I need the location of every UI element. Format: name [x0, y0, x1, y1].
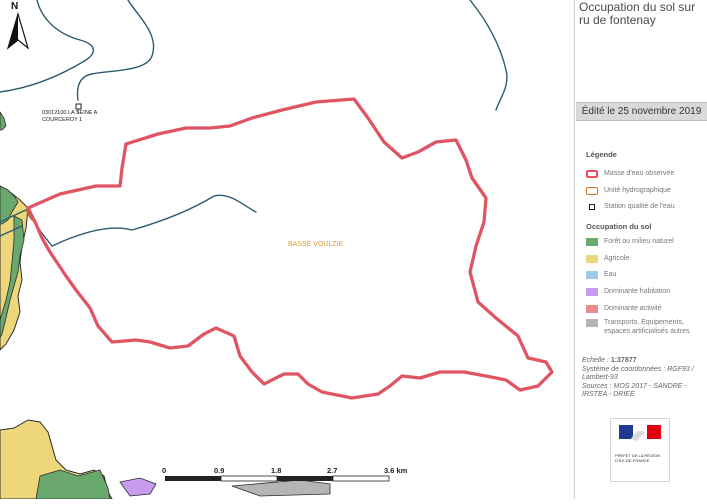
- legend-label: Dominante habitation: [604, 288, 671, 295]
- hydro-unit-boundary: [25, 209, 35, 223]
- legend-label: Eau: [604, 271, 617, 278]
- legend-label: Agricole: [604, 255, 630, 262]
- legend-swatch-water-body: [586, 169, 598, 178]
- legend-item-activite: Dominante activité: [586, 303, 662, 314]
- habitation-area: [119, 477, 157, 497]
- legend-label: Transports, Equipements, espaces artific…: [604, 319, 690, 335]
- forest-patch-top: [0, 111, 7, 131]
- legend-label: Forêt ou milieu naturel: [604, 238, 674, 245]
- station-label: 03012100 LA SEINE A COURCEROY 1: [42, 110, 98, 123]
- legend-item-habitation: Dominante habitation: [586, 286, 670, 297]
- legend-item-transport: Transports, Equipements, espaces artific…: [586, 318, 702, 346]
- map-title: Occupation du sol sur ru de fontenay: [579, 0, 696, 27]
- scale-bar: [165, 475, 390, 482]
- map-metadata: Echelle : 1:37877 Système de coordonnées…: [582, 357, 704, 400]
- scale-label-4: 3.6 km: [384, 466, 408, 475]
- scale-label: Echelle :: [582, 357, 609, 364]
- legend-swatch-habitation: [586, 287, 598, 296]
- scale-label-2: 1.8: [271, 466, 282, 475]
- scale-label-1: 0.9: [214, 466, 225, 475]
- legend-item-eau: Eau: [586, 269, 616, 280]
- scale-line: Echelle : 1:37877: [582, 357, 704, 366]
- legend-panel: Occupation du sol sur ru de fontenay Édi…: [576, 0, 707, 499]
- legend-swatch-forest: [586, 237, 598, 246]
- legend-item-forest: Forêt ou milieu naturel: [586, 236, 674, 247]
- prefecture-logo: PRÉFET DE LA RÉGION D'ÎLE-DE-FRANCE: [610, 418, 670, 482]
- north-arrow-icon: [6, 11, 30, 50]
- marianne-flag-icon: [619, 425, 661, 441]
- scale-label-0: 0: [162, 466, 167, 475]
- logo-text: PRÉFET DE LA RÉGION D'ÎLE-DE-FRANCE: [615, 453, 661, 463]
- zone-label: BASSE VOULZIE: [288, 241, 344, 248]
- legend-item-water-body: Masse d'eau observée: [586, 168, 674, 179]
- station-marker[interactable]: [75, 103, 82, 110]
- forest-area-bottom: [35, 469, 111, 500]
- landuse-heading: Occupation du sol: [586, 222, 652, 231]
- river-network: [0, 0, 508, 247]
- legend-swatch-hydro-unit: [586, 186, 598, 195]
- watershed-boundary: [26, 97, 554, 400]
- north-label: N: [11, 1, 19, 12]
- legend-swatch-eau: [586, 270, 598, 279]
- sources-text: Sources : MOS 2017 - SANDRE - IRSTEA - D…: [582, 382, 687, 399]
- legend-item-hydro-unit: Unité hydrographique: [586, 185, 671, 196]
- map-canvas[interactable]: N 03012100 LA SEINE A COURCEROY 1 BASSE …: [0, 0, 575, 500]
- legend-heading: Légende: [586, 150, 617, 159]
- legend-label: Masse d'eau observée: [604, 170, 675, 177]
- scale-value: 1:37877: [610, 357, 637, 364]
- legend-item-agricole: Agricole: [586, 253, 629, 264]
- scale-label-3: 2.7: [327, 466, 338, 475]
- legend-label: Dominante activité: [604, 305, 662, 312]
- crs-text: Système de coordonnées : RGF93 / Lambert…: [582, 365, 694, 382]
- legend-swatch-transport: [586, 319, 598, 327]
- transport-area: [231, 479, 331, 497]
- legend-swatch-agricole: [586, 254, 598, 263]
- forest-strip: [0, 215, 25, 339]
- edit-date: Édité le 25 novembre 2019: [576, 102, 707, 121]
- legend-label: Station qualité de l'eau: [604, 203, 675, 210]
- map-svg: [0, 0, 554, 500]
- forest-area: [0, 185, 19, 225]
- legend-swatch-station: [589, 203, 595, 210]
- legend-label: Unité hydrographique: [604, 187, 671, 194]
- legend-item-station: Station qualité de l'eau: [586, 201, 675, 212]
- legend-swatch-activite: [586, 304, 598, 313]
